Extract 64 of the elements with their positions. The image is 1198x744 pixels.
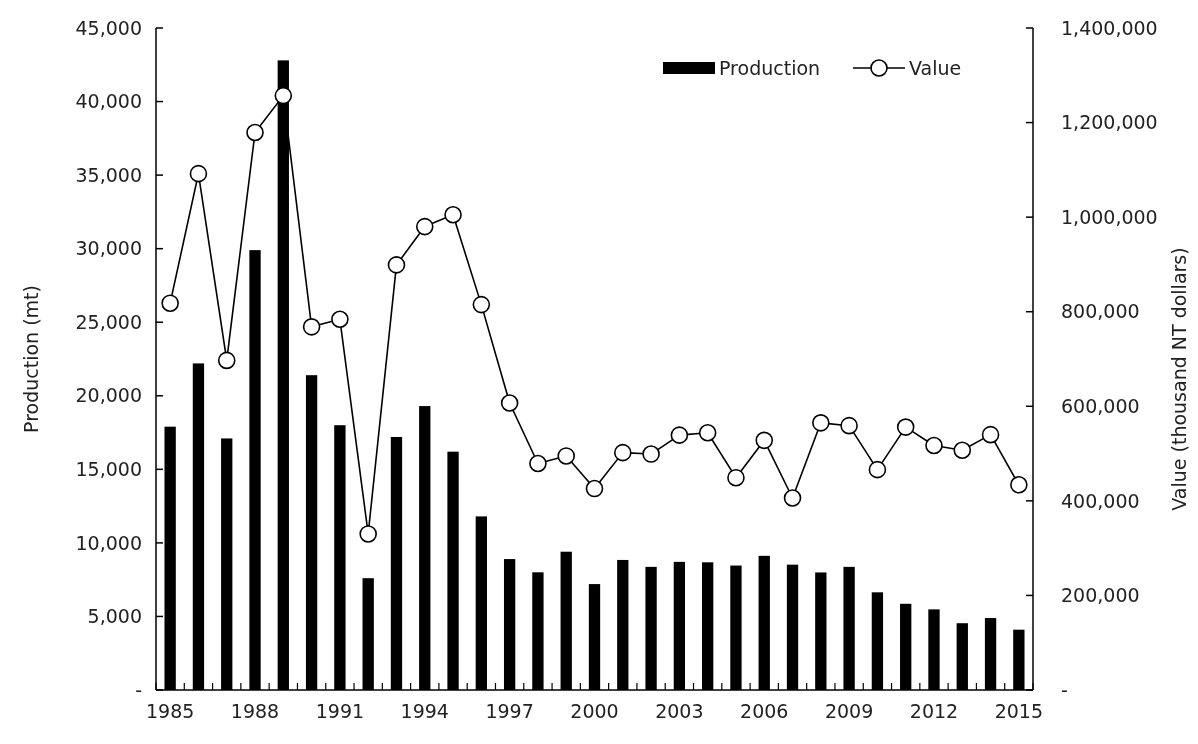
x-tick-label: 2009 [824,700,874,722]
point [500,394,519,412]
point [415,217,434,236]
x-tick-label: 2012 [909,700,959,722]
point [925,436,943,455]
point [613,443,632,462]
point [189,164,208,183]
y-tick-label: 20,000 [75,384,142,407]
point [698,423,717,442]
y2-tick-label: - [1061,678,1068,701]
y-tick-label: 10,000 [75,531,142,554]
x-tick-label: 1994 [400,700,449,722]
point [812,414,830,432]
y-tick-label: 15,000 [75,457,142,480]
point [557,447,576,465]
point [1010,475,1028,494]
point [755,431,774,450]
legend-label: Production [719,56,821,79]
x-tick-label: 1991 [315,700,365,722]
x-tick-label: 2003 [655,700,704,722]
x-tick-label: 1997 [485,700,534,722]
y-tick-label: 30,000 [75,237,142,260]
y2-tick-label: 400,000 [1061,489,1140,512]
y2-tick-label: 200,000 [1061,584,1140,607]
y2-tick-label: 1,000,000 [1061,205,1158,228]
y-tick-label: 40,000 [75,90,142,113]
y2-tick-label: 1,200,000 [1061,111,1158,134]
x-tick-label: 2006 [740,700,789,722]
x-tick-label: 2015 [994,700,1044,722]
point [359,525,377,543]
point [246,123,264,142]
point [585,479,604,498]
point [896,418,915,436]
y-tick-label: 25,000 [75,310,142,333]
point [274,86,293,105]
x-tick-label: 2000 [570,700,619,722]
point [981,425,1000,444]
y2-tick-label: 800,000 [1061,300,1140,323]
point [529,454,547,473]
y-tick-label: - [135,678,142,701]
legend-label: Value [909,56,962,79]
point [670,426,689,444]
point [727,468,745,487]
y-tick-label: 5,000 [87,605,142,628]
point [472,295,491,314]
y2-tick-label: 1,400,000 [1061,16,1158,39]
y2-tick-label: 600,000 [1061,394,1140,417]
x-tick-label: 1985 [145,700,195,722]
point [840,416,858,435]
y-axis-title: Production (mt) [20,285,42,433]
y2-axis-title: Value (thousand NT dollars) [1168,247,1190,511]
x-tick-label: 1988 [230,700,280,722]
point [217,351,236,370]
y-tick-label: 35,000 [75,163,142,186]
point [953,441,972,460]
point [642,445,660,463]
point [387,256,406,274]
point [331,310,349,329]
point [783,489,802,507]
point [444,205,462,224]
point [302,318,321,336]
point [868,460,887,479]
point [161,294,179,312]
y-tick-label: 45,000 [75,16,142,39]
